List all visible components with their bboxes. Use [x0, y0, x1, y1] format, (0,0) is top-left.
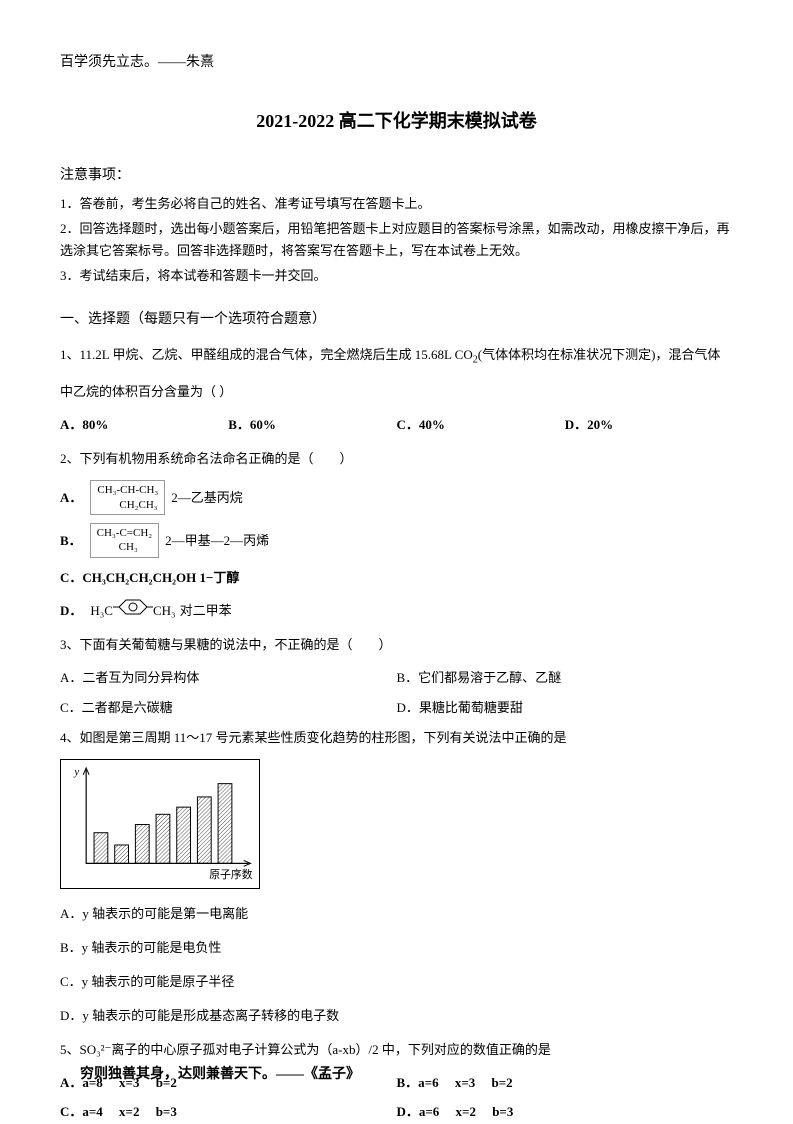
q2-option-a: A． CH₃-CH-CH₃ CH₂CH₃ 2—乙基丙烷 [60, 480, 733, 515]
q2-b-f1: CH₃-C=CH₂ [97, 527, 152, 539]
q1-text-c: 中乙烷的体积百分含量为（ ） [60, 379, 733, 405]
q1-option-a: A．80% [60, 413, 228, 436]
q2-a-f1: CH₃-CH-CH₃ [97, 484, 158, 496]
footer-quote: 穷则独善其身，达则兼善天下。——《孟子》 [80, 1062, 360, 1087]
section-header: 一、选择题（每题只有一个选项符合题意） [60, 307, 733, 332]
q4-chart: y 原子序数 [60, 759, 260, 889]
svg-text:y: y [73, 766, 79, 778]
q3-option-b: B．它们都易溶于乙醇、乙醚 [397, 666, 734, 689]
q2-b-f2: CH₃ [97, 541, 138, 553]
benzene-icon [113, 597, 153, 624]
q1-option-c: C．40% [397, 413, 565, 436]
q2-b-formula: CH₃-C=CH₂ CH₃ [90, 523, 159, 558]
q2-d-text: 对二甲苯 [180, 599, 232, 622]
q3-row2: C．二者都是六碳糖 D．果糖比葡萄糖要甜 [60, 696, 733, 719]
q2-c-text: C．CH₃CH₂CH₂CH₂OH 1−丁醇 [60, 566, 239, 589]
header-quote: 百学须先立志。——朱熹 [60, 50, 733, 75]
page-title: 2021-2022 高二下化学期末模拟试卷 [60, 105, 733, 137]
svg-text:原子序数: 原子序数 [209, 867, 252, 881]
q3-row1: A．二者互为同分异构体 B．它们都易溶于乙醇、乙醚 [60, 666, 733, 689]
question-4: 4、如图是第三周期 11～17 号元素某些性质变化趋势的柱形图，下列有关说法中正… [60, 725, 733, 751]
q2-b-label: B． [60, 529, 82, 552]
q2-d-left: H₃C [90, 599, 113, 622]
q2-a-label: A． [60, 486, 82, 509]
q2-d-label: D． [60, 599, 82, 622]
q2-a-formula: CH₃-CH-CH₃ CH₂CH₃ [90, 480, 165, 515]
q5-row2: C．a=4 x=2 b=3 D．a=6 x=2 b=3 [60, 1100, 733, 1123]
q2-a-f2: CH₂CH₃ [97, 499, 157, 511]
q3-option-a: A．二者互为同分异构体 [60, 666, 397, 689]
q3-option-d: D．果糖比葡萄糖要甜 [397, 696, 734, 719]
q1-text-b: (气体体积均在标准状况下测定)，混合气体 [478, 347, 721, 362]
q2-d-right: CH₃ [153, 599, 176, 622]
q4-option-a: A．y 轴表示的可能是第一电离能 [60, 901, 733, 927]
question-2: 2、下列有机物用系统命名法命名正确的是（ ） [60, 446, 733, 472]
q4-option-b: B．y 轴表示的可能是电负性 [60, 935, 733, 961]
q2-option-b: B． CH₃-C=CH₂ CH₃ 2—甲基—2—丙烯 [60, 523, 733, 558]
q1-option-b: B．60% [228, 413, 396, 436]
q1-text-a: 1、11.2L 甲烷、乙烷、甲醛组成的混合气体，完全燃烧后生成 15.68L C… [60, 347, 473, 362]
question-3: 3、下面有关葡萄糖与果糖的说法中，不正确的是（ ） [60, 632, 733, 658]
question-1: 1、11.2L 甲烷、乙烷、甲醛组成的混合气体，完全燃烧后生成 15.68L C… [60, 342, 733, 371]
instruction-2: 2．回答选择题时，选出每小题答案后，用铅笔把答题卡上对应题目的答案标号涂黑，如需… [60, 218, 733, 262]
instructions-header: 注意事项： [60, 163, 733, 188]
q1-option-d: D．20% [565, 413, 733, 436]
q1-options: A．80% B．60% C．40% D．20% [60, 413, 733, 436]
q2-option-d: D． H₃C CH₃ 对二甲苯 [60, 597, 733, 624]
question-5: 5、SO₃²⁻离子的中心原子孤对电子计算公式为（a-xb）/2 中，下列对应的数… [60, 1037, 733, 1063]
q5-option-d: D．a=6 x=2 b=3 [397, 1100, 734, 1123]
q5-option-b: B．a=6 x=3 b=2 [397, 1071, 734, 1094]
instruction-3: 3．考试结束后，将本试卷和答题卡一并交回。 [60, 265, 733, 287]
q4-option-d: D．y 轴表示的可能是形成基态离子转移的电子数 [60, 1003, 733, 1029]
bar-chart-icon: y 原子序数 [61, 760, 259, 888]
q2-a-text: 2—乙基丙烷 [171, 486, 243, 509]
q5-option-c: C．a=4 x=2 b=3 [60, 1100, 397, 1123]
instruction-1: 1．答卷前，考生务必将自己的姓名、准考证号填写在答题卡上。 [60, 193, 733, 215]
q4-option-c: C．y 轴表示的可能是原子半径 [60, 969, 733, 995]
q3-option-c: C．二者都是六碳糖 [60, 696, 397, 719]
q2-option-c: C．CH₃CH₂CH₂CH₂OH 1−丁醇 [60, 566, 733, 589]
q2-b-text: 2—甲基—2—丙烯 [165, 529, 269, 552]
